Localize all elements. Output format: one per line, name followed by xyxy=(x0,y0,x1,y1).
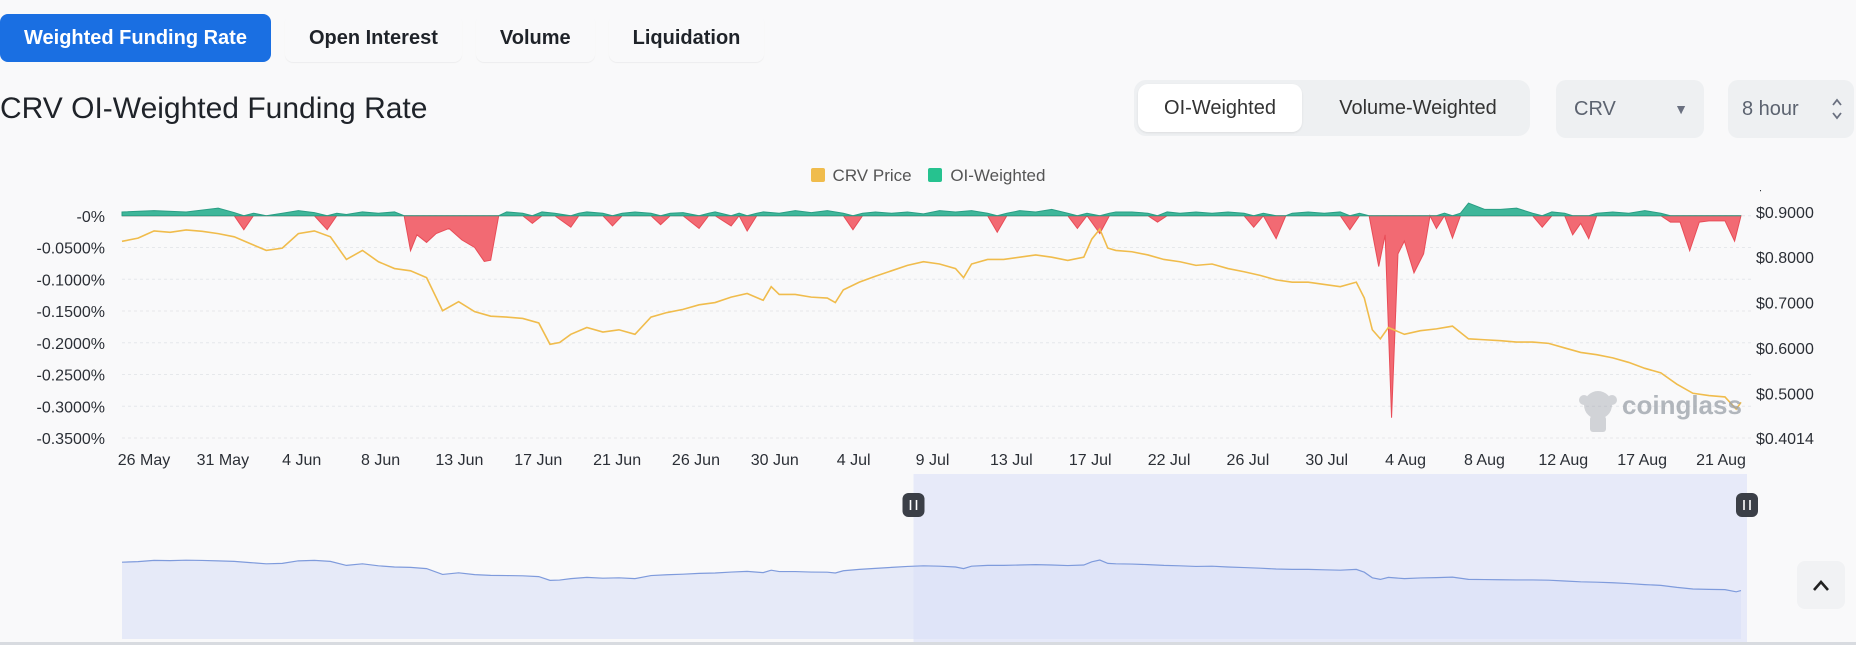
x-tick: 21 Aug xyxy=(1696,452,1746,469)
chevron-down-icon: ▼ xyxy=(1674,101,1688,117)
tab-liquidation[interactable]: Liquidation xyxy=(608,14,765,62)
x-tick: 9 Jul xyxy=(916,452,950,469)
y-left-tick: 0.0500% xyxy=(42,190,105,194)
legend-label-price: CRV Price xyxy=(832,166,912,185)
tab-open-interest[interactable]: Open Interest xyxy=(284,14,462,62)
coinglass-logo-icon xyxy=(1579,391,1617,432)
navigator-selection xyxy=(913,474,1747,645)
x-tick: 8 Aug xyxy=(1464,452,1505,469)
x-tick: 17 Aug xyxy=(1617,452,1667,469)
tab-weighted-funding-rate[interactable]: Weighted Funding Rate xyxy=(0,14,271,62)
scroll-top-button[interactable] xyxy=(1797,561,1845,609)
legend-item-price[interactable]: CRV Price xyxy=(810,166,912,186)
x-tick: 31 May xyxy=(197,452,249,469)
x-tick: 30 Jun xyxy=(751,452,799,469)
x-tick: 30 Jul xyxy=(1305,452,1348,469)
oi-weighted-option[interactable]: OI-Weighted xyxy=(1138,84,1302,132)
tab-volume[interactable]: Volume xyxy=(475,14,595,62)
interval-select-value: 8 hour xyxy=(1742,98,1799,120)
legend-item-oi[interactable]: OI-Weighted xyxy=(928,166,1045,186)
x-tick: 4 Aug xyxy=(1385,452,1426,469)
tab-bar: Weighted Funding Rate Open Interest Volu… xyxy=(0,14,778,62)
volume-weighted-option[interactable]: Volume-Weighted xyxy=(1339,97,1497,119)
handle-body xyxy=(1736,493,1758,517)
y-left-tick: -0.1500% xyxy=(37,304,106,321)
x-tick: 4 Jun xyxy=(282,452,321,469)
coin-select[interactable]: CRV ▼ xyxy=(1556,80,1704,138)
y-right-tick: $0.4014 xyxy=(1756,431,1814,448)
y-left-tick: -0.3000% xyxy=(37,399,106,416)
coin-select-value: CRV xyxy=(1574,98,1616,120)
y-right-tick: $0.9614 xyxy=(1756,190,1814,194)
y-left-tick: -0.1000% xyxy=(37,272,106,289)
chevron-up-icon xyxy=(1813,580,1829,591)
legend-swatch-oi xyxy=(928,168,943,182)
oi-weighted-negative-area xyxy=(122,214,1742,418)
x-tick: 17 Jul xyxy=(1069,452,1112,469)
y-right-tick: $0.9000 xyxy=(1756,205,1814,222)
range-navigator[interactable] xyxy=(121,474,1758,645)
y-left-tick: -0.0500% xyxy=(37,241,106,258)
x-tick: 22 Jul xyxy=(1148,452,1191,469)
x-tick: 8 Jun xyxy=(361,452,400,469)
funding-rate-chart: 0.0500% -0% -0.0500% -0.1000% -0.1500% -0.200… xyxy=(37,190,1814,645)
y-left-tick: -0.2000% xyxy=(37,336,106,353)
x-tick: 13 Jun xyxy=(435,452,483,469)
x-tick: 26 May xyxy=(118,452,170,469)
watermark-text: coinglass xyxy=(1622,390,1742,420)
up-down-icon xyxy=(1830,80,1844,161)
handle-body xyxy=(902,493,925,517)
range-handle-left[interactable] xyxy=(902,493,925,517)
x-tick: 13 Jul xyxy=(990,452,1033,469)
oi-weighted-positive-area xyxy=(121,202,1741,217)
y-right-tick: $0.5000 xyxy=(1756,386,1814,403)
page-title: CRV OI-Weighted Funding Rate xyxy=(0,92,428,125)
x-tick: 17 Jun xyxy=(514,452,562,469)
x-tick: 12 Aug xyxy=(1538,452,1588,469)
legend-label-oi: OI-Weighted xyxy=(950,166,1046,185)
y-left-tick: -0.3500% xyxy=(37,431,106,448)
chart-legend: CRV Price OI-Weighted xyxy=(0,166,1856,186)
weighting-toggle: OI-Weighted Volume-Weighted xyxy=(1134,80,1530,136)
x-tick: 26 Jun xyxy=(672,452,720,469)
y-right-tick: $0.7000 xyxy=(1756,296,1814,313)
legend-swatch-price xyxy=(810,168,825,182)
crv-price-line xyxy=(121,227,1742,411)
x-tick: 4 Jul xyxy=(837,452,871,469)
coinglass-watermark: coinglass xyxy=(1579,390,1742,432)
range-handle-right[interactable] xyxy=(1736,493,1758,517)
y-left-tick: -0% xyxy=(77,209,105,226)
interval-select[interactable]: 8 hour xyxy=(1728,80,1854,138)
x-tick: 21 Jun xyxy=(593,452,641,469)
y-left-tick: -0.2500% xyxy=(37,368,106,385)
y-right-tick: $0.8000 xyxy=(1756,250,1814,267)
navigator-line xyxy=(121,559,1742,593)
bottom-divider xyxy=(0,642,1856,645)
x-tick: 26 Jul xyxy=(1227,452,1270,469)
y-right-tick: $0.6000 xyxy=(1756,341,1814,358)
